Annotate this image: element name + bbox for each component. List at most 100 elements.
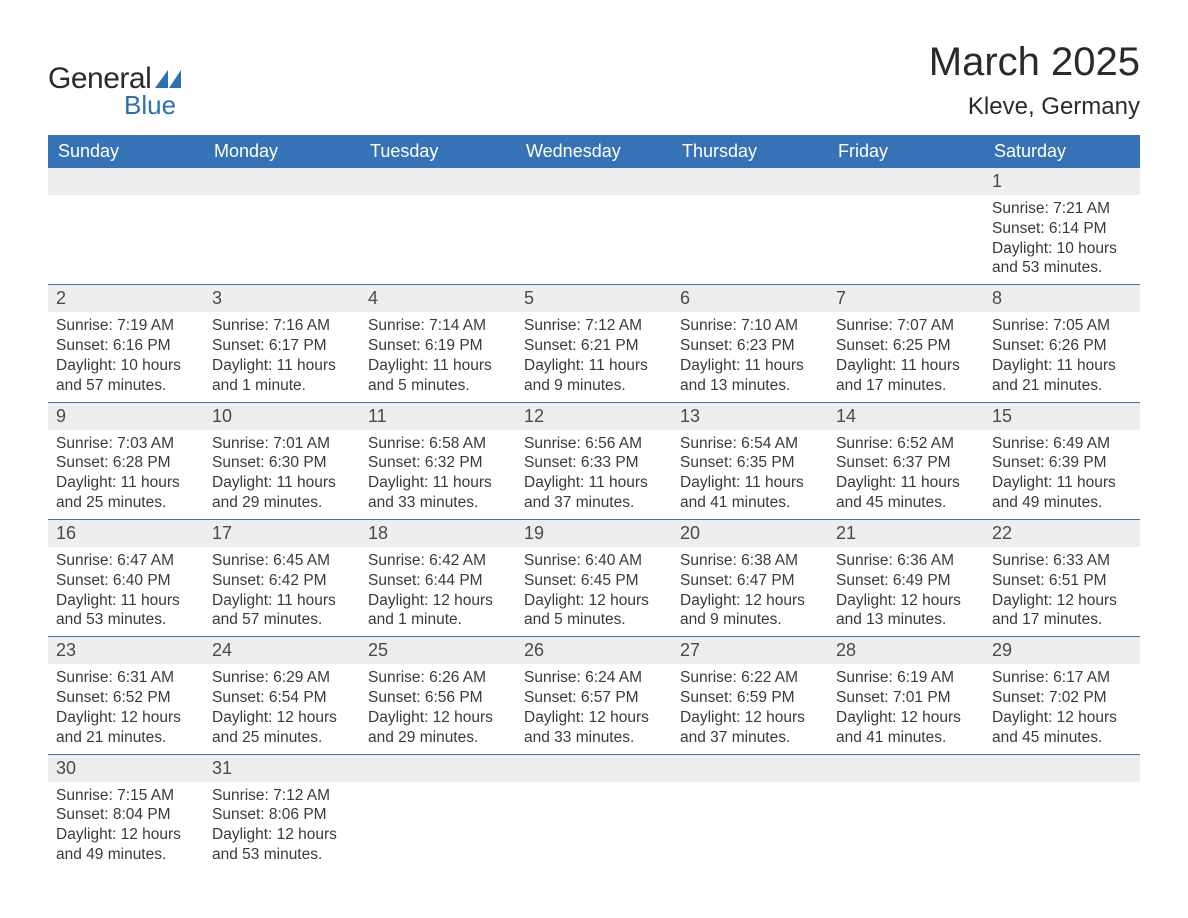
- day-number: 21: [828, 520, 984, 547]
- title-block: March 2025 Kleve, Germany: [929, 40, 1140, 121]
- sunrise-text: Sunrise: 7:01 AM: [212, 434, 352, 454]
- calendar-cell: [984, 755, 1140, 871]
- calendar-cell: 27Sunrise: 6:22 AMSunset: 6:59 PMDayligh…: [672, 637, 828, 753]
- calendar-cell: [516, 168, 672, 284]
- sunrise-text: Sunrise: 6:19 AM: [836, 668, 976, 688]
- sunset-text: Sunset: 8:04 PM: [56, 805, 196, 825]
- logo-flag-icon: [155, 70, 181, 88]
- sunrise-text: Sunrise: 6:40 AM: [524, 551, 664, 571]
- daylight-text: Daylight: 11 hours and 9 minutes.: [524, 356, 664, 396]
- day-number: 3: [204, 285, 360, 312]
- calendar-row: 16Sunrise: 6:47 AMSunset: 6:40 PMDayligh…: [48, 519, 1140, 636]
- calendar-body: 1Sunrise: 7:21 AMSunset: 6:14 PMDaylight…: [48, 168, 1140, 871]
- daylight-text: Daylight: 10 hours and 53 minutes.: [992, 239, 1132, 279]
- sunrise-text: Sunrise: 6:52 AM: [836, 434, 976, 454]
- sunrise-text: Sunrise: 7:05 AM: [992, 316, 1132, 336]
- calendar-cell: [360, 168, 516, 284]
- calendar-cell: 5Sunrise: 7:12 AMSunset: 6:21 PMDaylight…: [516, 285, 672, 401]
- day-number-empty: [360, 168, 516, 195]
- calendar-row: 9Sunrise: 7:03 AMSunset: 6:28 PMDaylight…: [48, 402, 1140, 519]
- daylight-text: Daylight: 12 hours and 21 minutes.: [56, 708, 196, 748]
- day-body: Sunrise: 7:19 AMSunset: 6:16 PMDaylight:…: [48, 312, 204, 401]
- sunset-text: Sunset: 6:21 PM: [524, 336, 664, 356]
- day-number: 18: [360, 520, 516, 547]
- day-body: Sunrise: 6:17 AMSunset: 7:02 PMDaylight:…: [984, 664, 1140, 753]
- day-body: Sunrise: 7:05 AMSunset: 6:26 PMDaylight:…: [984, 312, 1140, 401]
- day-body: Sunrise: 6:38 AMSunset: 6:47 PMDaylight:…: [672, 547, 828, 636]
- sunrise-text: Sunrise: 6:33 AM: [992, 551, 1132, 571]
- daylight-text: Daylight: 11 hours and 41 minutes.: [680, 473, 820, 513]
- sunset-text: Sunset: 6:17 PM: [212, 336, 352, 356]
- day-number-empty: [672, 168, 828, 195]
- day-number-empty: [828, 755, 984, 782]
- sunset-text: Sunset: 6:42 PM: [212, 571, 352, 591]
- calendar-cell: 1Sunrise: 7:21 AMSunset: 6:14 PMDaylight…: [984, 168, 1140, 284]
- logo: General Blue: [48, 42, 181, 121]
- day-number: 11: [360, 403, 516, 430]
- sunrise-text: Sunrise: 6:22 AM: [680, 668, 820, 688]
- calendar-cell: [828, 168, 984, 284]
- calendar-header-row: Sunday Monday Tuesday Wednesday Thursday…: [48, 135, 1140, 168]
- calendar-cell: 25Sunrise: 6:26 AMSunset: 6:56 PMDayligh…: [360, 637, 516, 753]
- day-number: 13: [672, 403, 828, 430]
- day-number: 26: [516, 637, 672, 664]
- day-body: Sunrise: 6:40 AMSunset: 6:45 PMDaylight:…: [516, 547, 672, 636]
- calendar-cell: 3Sunrise: 7:16 AMSunset: 6:17 PMDaylight…: [204, 285, 360, 401]
- calendar-cell: 30Sunrise: 7:15 AMSunset: 8:04 PMDayligh…: [48, 755, 204, 871]
- day-number: 25: [360, 637, 516, 664]
- dayheader-thursday: Thursday: [672, 135, 828, 168]
- calendar-cell: 11Sunrise: 6:58 AMSunset: 6:32 PMDayligh…: [360, 403, 516, 519]
- sunrise-text: Sunrise: 6:54 AM: [680, 434, 820, 454]
- daylight-text: Daylight: 11 hours and 5 minutes.: [368, 356, 508, 396]
- sunrise-text: Sunrise: 6:29 AM: [212, 668, 352, 688]
- day-number: 2: [48, 285, 204, 312]
- daylight-text: Daylight: 12 hours and 49 minutes.: [56, 825, 196, 865]
- day-body: Sunrise: 6:22 AMSunset: 6:59 PMDaylight:…: [672, 664, 828, 753]
- dayheader-wednesday: Wednesday: [516, 135, 672, 168]
- calendar-cell: 15Sunrise: 6:49 AMSunset: 6:39 PMDayligh…: [984, 403, 1140, 519]
- day-number: 23: [48, 637, 204, 664]
- calendar-cell: 9Sunrise: 7:03 AMSunset: 6:28 PMDaylight…: [48, 403, 204, 519]
- day-number: 14: [828, 403, 984, 430]
- daylight-text: Daylight: 11 hours and 33 minutes.: [368, 473, 508, 513]
- calendar-cell: 6Sunrise: 7:10 AMSunset: 6:23 PMDaylight…: [672, 285, 828, 401]
- calendar-cell: 10Sunrise: 7:01 AMSunset: 6:30 PMDayligh…: [204, 403, 360, 519]
- day-body: Sunrise: 6:45 AMSunset: 6:42 PMDaylight:…: [204, 547, 360, 636]
- sunset-text: Sunset: 6:59 PM: [680, 688, 820, 708]
- calendar-cell: 16Sunrise: 6:47 AMSunset: 6:40 PMDayligh…: [48, 520, 204, 636]
- day-body: [204, 195, 360, 205]
- day-number: 1: [984, 168, 1140, 195]
- calendar-cell: 4Sunrise: 7:14 AMSunset: 6:19 PMDaylight…: [360, 285, 516, 401]
- day-body: Sunrise: 6:29 AMSunset: 6:54 PMDaylight:…: [204, 664, 360, 753]
- day-body: [672, 195, 828, 205]
- day-body: Sunrise: 6:52 AMSunset: 6:37 PMDaylight:…: [828, 430, 984, 519]
- daylight-text: Daylight: 12 hours and 29 minutes.: [368, 708, 508, 748]
- sunrise-text: Sunrise: 6:45 AM: [212, 551, 352, 571]
- calendar-cell: 29Sunrise: 6:17 AMSunset: 7:02 PMDayligh…: [984, 637, 1140, 753]
- sunset-text: Sunset: 6:26 PM: [992, 336, 1132, 356]
- sunset-text: Sunset: 6:44 PM: [368, 571, 508, 591]
- day-body: Sunrise: 7:16 AMSunset: 6:17 PMDaylight:…: [204, 312, 360, 401]
- sunrise-text: Sunrise: 6:31 AM: [56, 668, 196, 688]
- daylight-text: Daylight: 11 hours and 17 minutes.: [836, 356, 976, 396]
- calendar-cell: 24Sunrise: 6:29 AMSunset: 6:54 PMDayligh…: [204, 637, 360, 753]
- sunset-text: Sunset: 6:56 PM: [368, 688, 508, 708]
- day-body: Sunrise: 7:14 AMSunset: 6:19 PMDaylight:…: [360, 312, 516, 401]
- day-number: 12: [516, 403, 672, 430]
- sunrise-text: Sunrise: 6:36 AM: [836, 551, 976, 571]
- day-number-empty: [204, 168, 360, 195]
- calendar-row: 2Sunrise: 7:19 AMSunset: 6:16 PMDaylight…: [48, 284, 1140, 401]
- daylight-text: Daylight: 11 hours and 57 minutes.: [212, 591, 352, 631]
- day-number: 6: [672, 285, 828, 312]
- sunset-text: Sunset: 6:40 PM: [56, 571, 196, 591]
- daylight-text: Daylight: 11 hours and 21 minutes.: [992, 356, 1132, 396]
- sunset-text: Sunset: 6:19 PM: [368, 336, 508, 356]
- day-number-empty: [672, 755, 828, 782]
- day-body: Sunrise: 7:10 AMSunset: 6:23 PMDaylight:…: [672, 312, 828, 401]
- calendar-cell: 26Sunrise: 6:24 AMSunset: 6:57 PMDayligh…: [516, 637, 672, 753]
- sunrise-text: Sunrise: 6:38 AM: [680, 551, 820, 571]
- daylight-text: Daylight: 12 hours and 25 minutes.: [212, 708, 352, 748]
- day-body: [516, 195, 672, 205]
- day-number: 16: [48, 520, 204, 547]
- sunrise-text: Sunrise: 6:49 AM: [992, 434, 1132, 454]
